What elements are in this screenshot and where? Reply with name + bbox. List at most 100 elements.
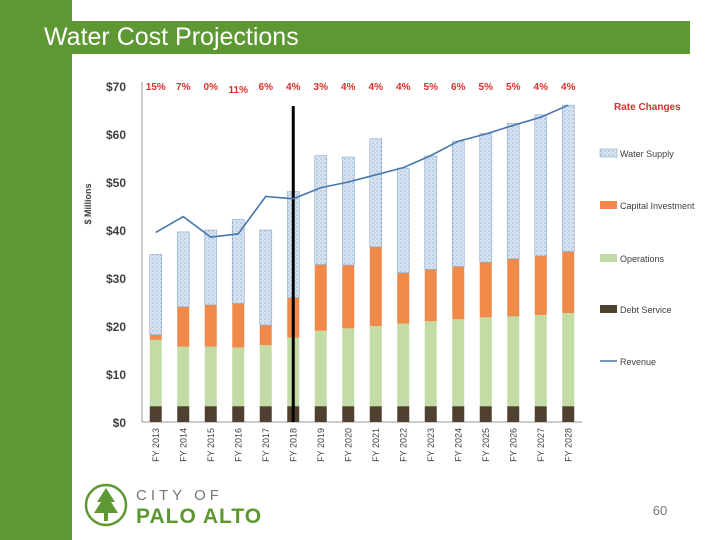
water-cost-chart: $0 $10 $20 $30 $40 $50 $60 $70 $ Millions 15% 7% 0%… [83,80,695,462]
bar-capital-investment [397,272,410,324]
legend-swatch-debt-service [600,305,617,313]
slide-title: Water Cost Projections [44,23,299,51]
bar-debt-service [534,406,547,422]
bar-debt-service [177,406,190,422]
x-tick-label: FY 2024 [453,428,463,462]
x-tick-label: FY 2015 [206,428,216,462]
bar-operations [149,339,162,407]
bar-water-supply [506,123,520,260]
legend-label: Capital Investment [620,201,695,211]
bar-capital-investment [204,304,217,347]
bar-water-supply [369,138,383,248]
bar-operations [507,316,520,407]
rate-change-label: 6% [259,82,274,93]
bar-debt-service [259,406,272,422]
bar-operations [534,314,547,407]
bar-capital-investment [314,264,327,331]
bar-capital-investment [177,306,190,347]
bar-capital-investment [149,334,162,340]
bar-debt-service [479,406,492,422]
rate-change-label: 4% [396,82,411,93]
rate-change-label: 15% [146,82,166,93]
x-tick-label: FY 2018 [288,428,298,462]
rate-change-label: 6% [451,82,466,93]
x-tick-label: FY 2028 [563,428,573,462]
bar-water-supply [396,167,410,274]
legend-label: Revenue [620,357,656,367]
legend-label: Water Supply [620,149,674,159]
y-tick-label: $60 [106,128,126,142]
logo-palo-alto: PALO ALTO [136,505,262,528]
y-tick-label: $50 [106,176,126,190]
bar-operations [177,346,190,407]
left-accent-bar [0,0,72,540]
bar-capital-investment [369,246,382,326]
page-number: 60 [652,503,668,518]
x-tick-label: FY 2025 [481,428,491,462]
city-logo: CITY OF PALO ALTO [84,483,262,528]
rate-change-label: 4% [561,82,576,93]
bar-debt-service [424,406,437,422]
bar-water-supply [451,140,465,267]
revenue-line [155,104,569,239]
y-tick-label: $0 [113,416,127,430]
legend-swatch-water-supply [599,148,618,158]
bar-water-supply [259,229,273,326]
x-tick-label: FY 2020 [343,428,353,462]
rate-change-label: 5% [424,82,439,93]
x-tick-label: FY 2019 [316,428,326,462]
bar-operations [452,319,465,407]
y-tick-label: $30 [106,272,126,286]
y-axis-title: $ Millions [83,183,93,224]
title-bar [36,21,690,54]
logo-city-of: CITY OF [136,487,223,504]
bar-water-supply [534,114,548,257]
y-tick-label: $70 [106,80,126,94]
legend-label: Operations [620,254,665,264]
bar-water-supply [561,104,575,252]
bar-capital-investment [232,303,245,348]
bar-operations [369,326,382,407]
rate-change-label: 5% [506,82,521,93]
bar-water-supply [479,133,493,263]
rate-change-label: 4% [369,82,384,93]
bar-water-supply [204,229,218,306]
bar-capital-investment [342,265,355,329]
x-tick-label: FY 2013 [151,428,161,462]
bar-debt-service [452,406,465,422]
bar-operations [259,345,272,407]
bar-capital-investment [507,258,520,317]
bar-water-supply [424,155,438,270]
bar-operations [232,347,245,407]
bar-operations [424,321,437,407]
bar-debt-service [232,406,245,422]
x-tick-label: FY 2023 [426,428,436,462]
x-tick-label: FY 2022 [398,428,408,462]
bar-operations [562,313,575,407]
bar-water-supply [314,155,328,265]
bar-debt-service [204,406,217,422]
x-tick-label: FY 2014 [178,428,188,462]
rate-change-label: 0% [204,82,219,93]
bar-water-supply [176,231,190,308]
bar-operations [342,328,355,407]
legend-swatch-capital-investment [600,201,617,209]
bar-debt-service [369,406,382,422]
bar-operations [397,323,410,407]
bar-debt-service [562,406,575,422]
bar-capital-investment [424,269,437,322]
x-tick-label: FY 2016 [233,428,243,462]
bar-capital-investment [479,262,492,318]
rate-change-label: 4% [534,82,549,93]
bar-water-supply [149,254,163,335]
rate-change-label: 5% [479,82,494,93]
bar-operations [204,346,217,407]
bar-operations [314,330,327,407]
rate-change-label: 3% [314,82,329,93]
legend-swatch-operations [600,254,617,262]
x-tick-label: FY 2027 [536,428,546,462]
bar-water-supply [341,156,355,266]
legend-label: Debt Service [620,305,672,315]
tree-icon [84,483,128,527]
bar-debt-service [397,406,410,422]
